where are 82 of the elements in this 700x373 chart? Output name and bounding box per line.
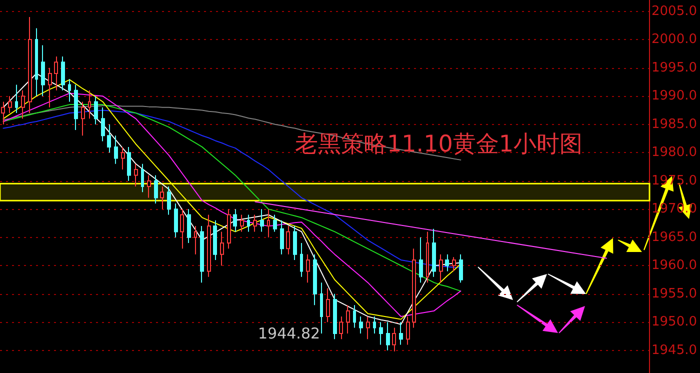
candlestick <box>300 242 303 278</box>
candlestick <box>373 316 376 334</box>
candlestick <box>426 231 429 284</box>
candlestick <box>379 322 383 346</box>
candlestick <box>286 226 290 255</box>
candlestick <box>21 90 25 120</box>
candlestick <box>174 202 178 238</box>
annotation: 1944.82 <box>258 324 320 342</box>
candlestick <box>339 316 343 340</box>
candlestick <box>15 84 18 114</box>
candlestick <box>74 84 78 130</box>
candlestick <box>333 293 337 340</box>
candlestick <box>154 174 158 204</box>
candlestick <box>220 231 224 266</box>
candlestick <box>253 214 257 232</box>
candlestick <box>81 101 85 136</box>
y-tick-label: 1990.0 <box>652 88 698 104</box>
candlestick <box>200 226 204 284</box>
y-tick-label: 1950.0 <box>652 314 698 330</box>
candlestick <box>366 316 370 340</box>
candlestick <box>399 322 403 346</box>
candlestick <box>35 28 38 97</box>
y-tick-label: 2005.0 <box>652 4 698 19</box>
y-tick-label: 1945.0 <box>652 342 698 358</box>
y-tick-label: 1965.0 <box>652 230 698 245</box>
candlestick <box>247 214 250 232</box>
candlestick <box>101 106 105 142</box>
candlestick <box>459 254 463 284</box>
candlestick <box>1 101 5 125</box>
candlestick <box>267 208 270 238</box>
candlestick <box>306 254 310 284</box>
candlestick <box>320 282 323 334</box>
y-tick-label: 1985.0 <box>652 116 698 132</box>
candlestick <box>260 208 264 232</box>
candlestick <box>293 226 297 260</box>
candlestick <box>353 304 356 328</box>
candlestick <box>273 214 277 232</box>
y-tick-label: 2000.0 <box>652 32 698 48</box>
candlestick <box>207 214 211 278</box>
candlestick <box>439 254 443 284</box>
candlestick <box>392 327 396 352</box>
candlestick <box>160 186 164 210</box>
candlestick <box>406 316 410 346</box>
candlestick <box>127 146 131 182</box>
candlestick <box>240 214 244 232</box>
candlestick <box>167 186 171 216</box>
candlestick <box>233 208 237 232</box>
candlestick <box>134 163 138 187</box>
candlestick <box>419 236 423 284</box>
candlestick <box>326 288 330 323</box>
candlestick <box>213 220 217 260</box>
candlestick <box>386 322 390 351</box>
candlestick <box>94 96 98 125</box>
candlestick <box>412 248 416 328</box>
candlestick <box>187 208 191 244</box>
candlestick <box>48 67 52 108</box>
candlestick <box>180 208 184 250</box>
candlestick <box>313 254 317 306</box>
candlestick <box>280 220 284 255</box>
candlestick <box>68 78 71 102</box>
candlestick <box>346 304 350 334</box>
candlestick <box>121 146 125 170</box>
candlestick <box>227 208 231 250</box>
candlestick <box>41 44 45 97</box>
candlestick <box>8 96 12 114</box>
candlestick <box>359 316 363 334</box>
y-tick-label: 1995.0 <box>652 60 698 76</box>
candlestick <box>194 226 197 255</box>
candlestick <box>28 16 32 114</box>
candlestick <box>141 163 144 193</box>
y-tick-label: 1955.0 <box>652 286 698 302</box>
candlestick <box>88 90 91 120</box>
candlestick <box>61 56 65 91</box>
y-tick-label: 1960.0 <box>652 258 698 274</box>
candlestick <box>54 56 58 91</box>
candlestick <box>432 228 436 278</box>
candlestick <box>445 254 449 272</box>
candlestick <box>114 135 118 164</box>
y-tick-label: 1980.0 <box>652 145 698 160</box>
candlestick <box>147 174 151 198</box>
candlestick <box>107 124 111 154</box>
candlestick <box>452 256 456 272</box>
